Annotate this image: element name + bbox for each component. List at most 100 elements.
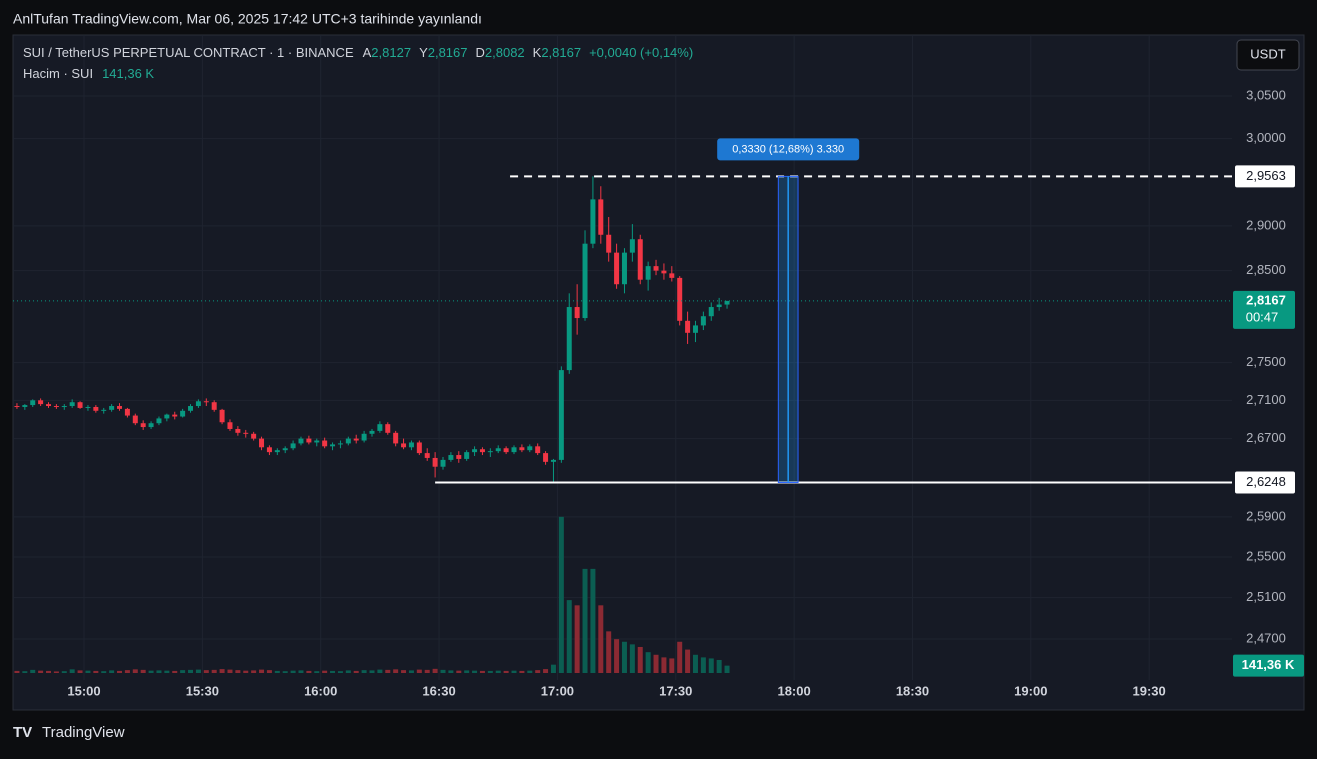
volume-bar bbox=[164, 670, 170, 673]
volume-bar bbox=[156, 670, 162, 673]
volume-bar bbox=[408, 670, 414, 673]
price-tag bbox=[1235, 471, 1295, 494]
volume-bar bbox=[487, 670, 493, 673]
candle-body bbox=[708, 307, 714, 317]
candle-body bbox=[401, 443, 407, 448]
candle-body bbox=[251, 433, 257, 439]
candle-body bbox=[377, 424, 383, 431]
volume-bar bbox=[38, 670, 44, 673]
candle-body bbox=[69, 402, 75, 407]
candle-body bbox=[266, 447, 272, 453]
candle-body bbox=[77, 402, 83, 408]
brand-name: TradingView bbox=[42, 724, 125, 741]
candle-body bbox=[440, 459, 446, 467]
candle-body bbox=[700, 316, 706, 326]
volume-bar bbox=[251, 670, 257, 673]
volume-bar bbox=[598, 605, 604, 673]
volume-bar bbox=[148, 670, 154, 673]
volume-name: Hacim · SUI bbox=[23, 66, 93, 81]
candle-body bbox=[558, 370, 564, 460]
grid: 3,0500 3,0000 2,9000 2,8500 2,7500 2,7100 2,67… bbox=[13, 35, 1286, 698]
volume-bar bbox=[566, 600, 572, 673]
candle-body bbox=[46, 404, 52, 407]
x-tick-label: 16:30 bbox=[422, 683, 455, 698]
volume-bar bbox=[385, 669, 391, 673]
last-price-label: 2,8167 bbox=[1246, 292, 1286, 307]
y-tick-label: 3,0500 bbox=[1246, 87, 1286, 102]
volume-bar bbox=[298, 670, 304, 673]
volume-value: 141,36 K bbox=[102, 66, 154, 81]
candle-body bbox=[606, 234, 612, 253]
candle-body bbox=[621, 252, 627, 285]
candle-body bbox=[661, 270, 667, 274]
candle-body bbox=[653, 266, 659, 271]
volume-bar bbox=[692, 654, 698, 673]
candle-body bbox=[243, 432, 249, 434]
candle-body bbox=[550, 459, 556, 462]
volume-bar bbox=[274, 670, 280, 673]
candle-body bbox=[677, 277, 683, 321]
currency-label[interactable]: USDT bbox=[1250, 46, 1285, 61]
candle-body bbox=[456, 455, 462, 459]
legend-value: 2,8167 bbox=[541, 45, 581, 60]
candle-body bbox=[314, 440, 320, 443]
volume-bar bbox=[700, 657, 706, 673]
volume-bar bbox=[282, 671, 288, 673]
y-tick-label: 2,9000 bbox=[1246, 217, 1286, 232]
candle-body bbox=[645, 266, 651, 280]
volume-bar bbox=[543, 669, 549, 673]
y-tick-label: 2,7100 bbox=[1246, 392, 1286, 407]
measure-label: 0,3330 (12,68%) 3.330 bbox=[732, 143, 844, 155]
candle-body bbox=[574, 307, 580, 319]
candle-body bbox=[140, 423, 146, 428]
legend-key: Y bbox=[419, 45, 428, 60]
volume-bar bbox=[724, 665, 730, 673]
candle-body bbox=[306, 438, 312, 443]
volume-bar bbox=[614, 639, 620, 673]
volume-bar bbox=[14, 670, 20, 673]
volume-bar bbox=[574, 605, 580, 673]
volume-bar bbox=[61, 671, 67, 673]
x-tick-label: 15:30 bbox=[186, 683, 219, 698]
candle-body bbox=[393, 432, 399, 444]
legend-change: +0,0040 (+0,14%) bbox=[589, 45, 693, 60]
brand: TV TradingView bbox=[13, 724, 125, 741]
volume-bar bbox=[46, 670, 52, 673]
candle-body bbox=[22, 405, 28, 407]
volume-bar bbox=[361, 670, 367, 673]
candle-body bbox=[629, 239, 635, 253]
volume-bar bbox=[424, 669, 430, 673]
volume-bar bbox=[645, 652, 651, 673]
candle-body bbox=[495, 448, 501, 452]
volume-bar bbox=[243, 670, 249, 673]
volume-bar bbox=[266, 670, 272, 673]
volume-bar bbox=[393, 669, 399, 673]
volume-bar bbox=[22, 671, 28, 673]
candle-body bbox=[53, 406, 59, 408]
volume-bar bbox=[479, 670, 485, 673]
x-tick-label: 17:30 bbox=[659, 683, 692, 698]
currency-button[interactable] bbox=[1236, 39, 1300, 71]
volume-bar bbox=[472, 670, 478, 673]
volume-bar bbox=[132, 669, 138, 673]
candle-body bbox=[117, 406, 123, 409]
candle-body bbox=[132, 415, 138, 424]
volume-bar bbox=[93, 670, 99, 673]
candle-body bbox=[330, 444, 336, 447]
x-tick-label: 19:30 bbox=[1133, 683, 1166, 698]
candle-body bbox=[598, 199, 604, 235]
candle-body bbox=[61, 406, 67, 408]
legend-key: K bbox=[533, 45, 542, 60]
candle-body bbox=[416, 442, 422, 454]
volume-bar bbox=[401, 670, 407, 673]
x-tick-label: 17:00 bbox=[541, 683, 574, 698]
candle-body bbox=[511, 447, 517, 453]
y-tick-label: 3,0000 bbox=[1246, 130, 1286, 145]
x-tick-label: 19:00 bbox=[1014, 683, 1047, 698]
x-tick-label: 18:00 bbox=[777, 683, 810, 698]
candle-body bbox=[614, 252, 620, 285]
plot: 0,3330 (12,68%) 3.330 2,9563 2,6248 2,8167 0… bbox=[13, 138, 1304, 677]
volume-bar bbox=[345, 670, 351, 673]
candle-body bbox=[211, 402, 217, 410]
